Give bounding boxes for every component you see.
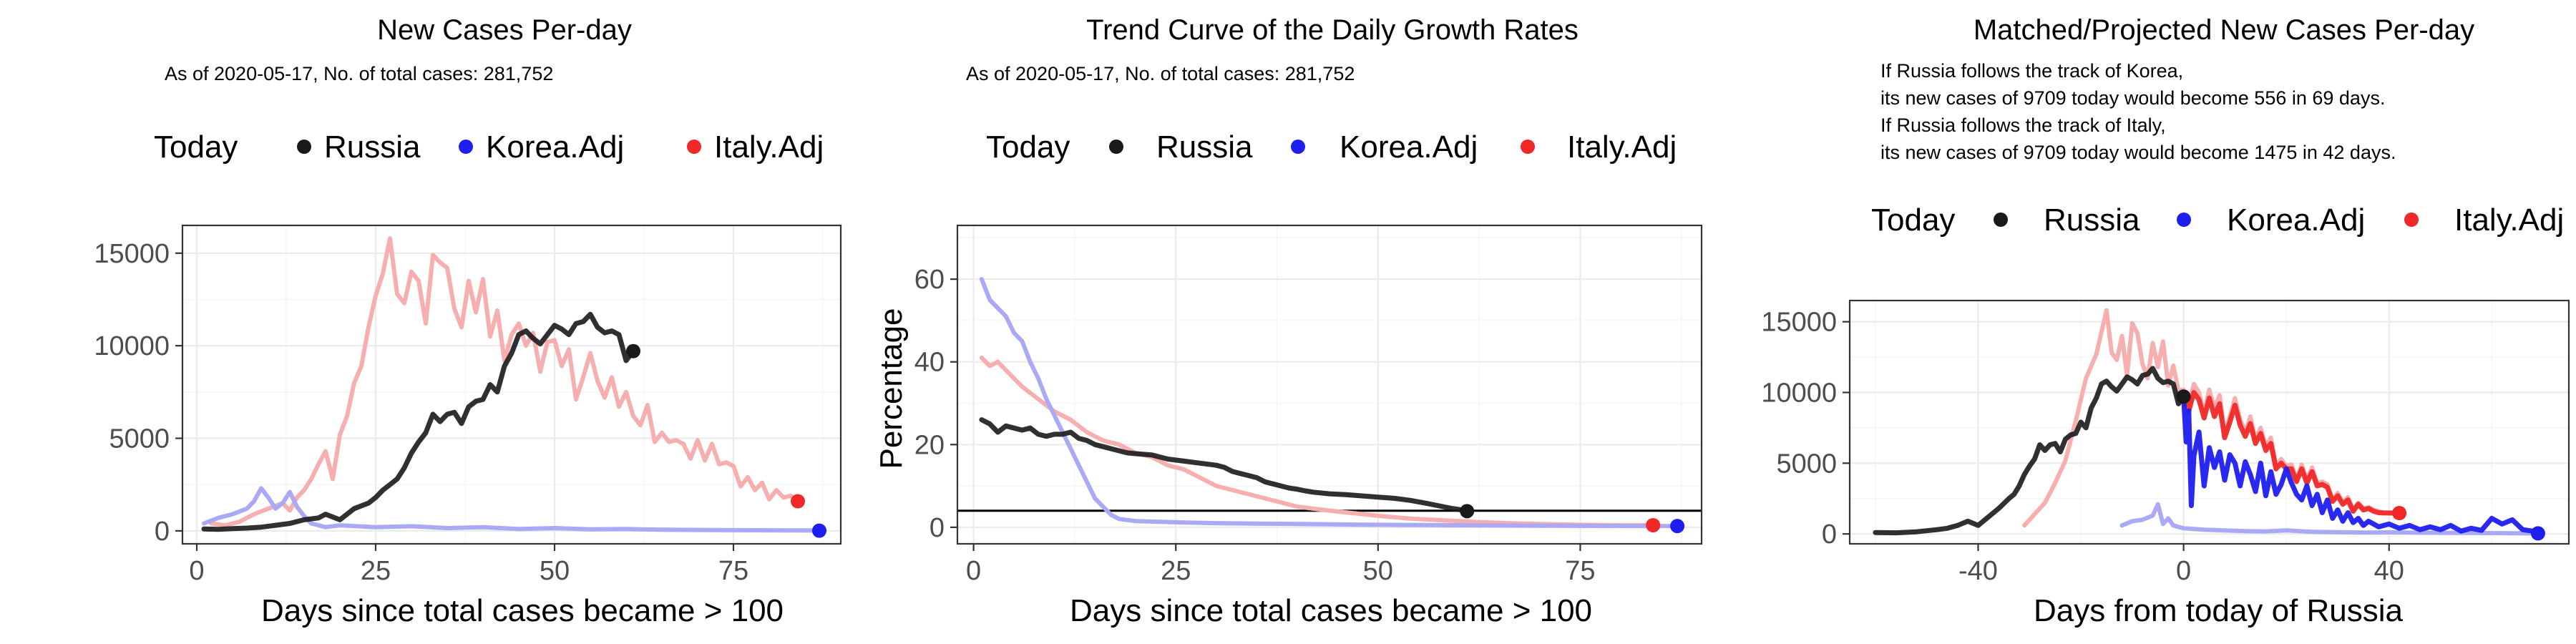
plot-frame [1848,299,2570,545]
legend-key-russia [297,140,311,154]
legend-label-russia: Russia [1156,130,1253,165]
legend-key-italy [687,140,701,154]
legend-label-korea: Korea.Adj [1340,130,1478,165]
y-tick-label: 5000 [1776,449,1837,479]
series-line-italy-adj-projected [2181,390,2402,516]
y-tick-label: 15000 [94,239,170,269]
y-tick-label: 60 [914,265,945,295]
x-tick-label: 75 [718,556,748,586]
plot-frame [956,224,1703,545]
chart-title: New Cases Per-day [377,14,632,46]
note-line-4: its new cases of 9709 today would become… [1880,142,2396,163]
y-tick-label: 15000 [1761,308,1837,338]
today-point-korea-adj [812,523,826,538]
series-line-korea-adj-matched [2119,502,2540,536]
plot-background [182,225,841,544]
today-point-italy-adj [1646,517,1661,532]
y-tick-label: 0 [930,513,945,543]
y-tick-label: 20 [914,430,945,460]
y-tick-label: 0 [155,517,170,547]
y-axis-label: Percentage [874,308,909,469]
projection-note: If Russia follows the track of Korea, it… [1880,60,2396,163]
chart-title: Trend Curve of the Daily Growth Rates [1086,14,1579,46]
legend-label-italy: Italy.Adj [2454,203,2564,238]
legend-key-russia [1994,213,2008,227]
legend-label-korea: Korea.Adj [2227,203,2365,238]
x-axis-label: Days from today of Russia [2034,593,2403,628]
legend-label-russia: Russia [324,130,421,165]
legend-title: Today [986,130,1070,165]
x-tick-label: 40 [2374,556,2404,586]
series-line-korea-adj-projected [2181,394,2541,536]
note-line-3: If Russia follows the track of Italy, [1880,114,2166,136]
panel-growth-rates: Trend Curve of the Daily Growth Rates As… [874,14,1703,628]
x-tick-label: 0 [966,556,981,586]
today-point-korea-adj [1670,519,1685,534]
x-tick-label: -40 [1958,556,1998,586]
today-point-italy-adj [791,494,805,509]
x-tick-label: 0 [2176,556,2191,586]
x-axis-label: Days since total cases became > 100 [1070,593,1592,628]
legend-title: Today [154,130,238,165]
series-line-korea-adj [979,277,1680,529]
x-tick-label: 0 [189,556,204,586]
legend-key-korea [2177,213,2191,227]
x-axis-label: Days since total cases became > 100 [261,593,784,628]
legend: Today Russia Korea.Adj Italy.Adj [986,130,1677,165]
panel-new-cases: New Cases Per-day As of 2020-05-17, No. … [94,14,842,628]
legend-key-korea [459,140,473,154]
series-line-korea-adj [202,486,821,533]
legend-key-russia [1109,140,1123,154]
chart-title: Matched/Projected New Cases Per-day [1974,14,2474,46]
chart-subtitle: As of 2020-05-17, No. of total cases: 28… [966,63,1355,84]
today-point-korea-adj [2530,526,2545,541]
plot-area: -40 0 40 0 5000 10000 15000 [1761,299,2570,586]
note-line-1: If Russia follows the track of Korea, [1880,60,2183,82]
legend: Today Russia Korea.Adj Italy.Adj [1871,203,2564,238]
panel-projected: Matched/Projected New Cases Per-day If R… [1761,14,2570,628]
x-tick-label: 50 [1363,556,1393,586]
chart-subtitle: As of 2020-05-17, No. of total cases: 28… [165,63,553,84]
plot-background [1850,301,2569,544]
legend-key-korea [1291,140,1305,154]
series-line-italy-adj [979,355,1656,527]
legend: Today Russia Korea.Adj Italy.Adj [154,130,824,165]
plot-area: 0 25 50 75 0 20 40 60 [914,224,1703,586]
today-point-russia [626,343,640,358]
x-tick-label: 25 [1161,556,1191,586]
legend-label-korea: Korea.Adj [486,130,624,165]
y-tick-label: 10000 [94,331,170,361]
y-tick-label: 5000 [109,424,170,454]
plot-frame [181,224,842,545]
x-tick-label: 50 [540,556,570,586]
series-line-russia [1873,366,2187,536]
legend-label-russia: Russia [2044,203,2140,238]
x-tick-label: 75 [1565,556,1595,586]
note-line-2: its new cases of 9709 today would become… [1880,87,2385,109]
legend-label-italy: Italy.Adj [1567,130,1677,165]
today-point-russia [2176,389,2191,404]
legend-key-italy [2404,213,2419,227]
y-tick-label: 0 [1822,519,1837,550]
today-point-italy-adj [2392,506,2407,521]
y-tick-label: 40 [914,348,945,378]
legend-title: Today [1871,203,1955,238]
legend-key-italy [1521,140,1535,154]
series-line-russia [201,311,636,532]
x-tick-label: 25 [361,556,391,586]
legend-label-italy: Italy.Adj [714,130,824,165]
today-point-russia [1460,504,1475,519]
plot-area: 0 25 50 75 0 5000 10000 15000 [94,224,842,586]
series-line-russia [979,417,1470,514]
y-tick-label: 10000 [1761,378,1837,408]
